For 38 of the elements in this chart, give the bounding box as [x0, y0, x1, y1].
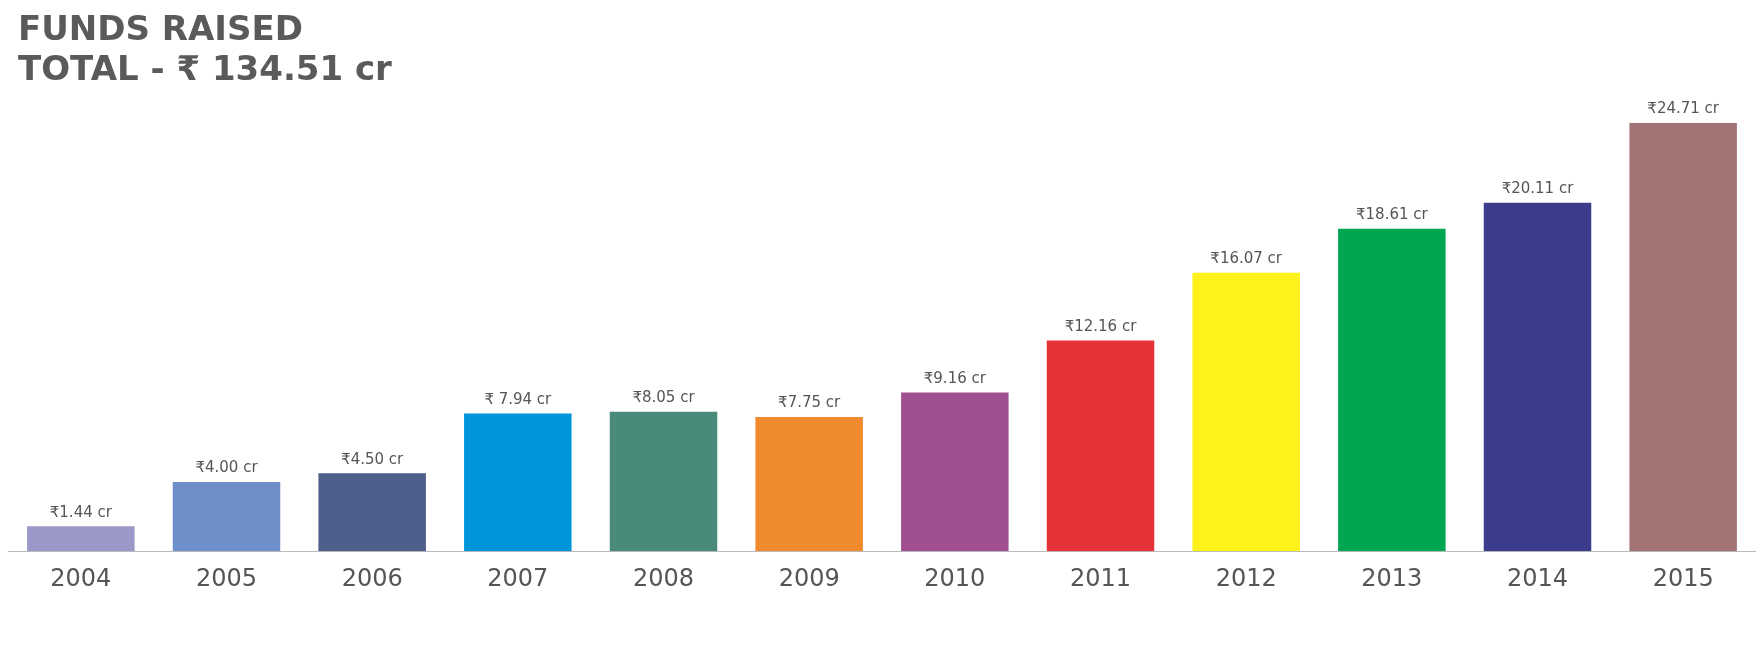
x-tick-label: 2009 [778, 563, 840, 592]
data-label: ₹ 7.94 cr [484, 390, 553, 409]
bar [609, 411, 718, 552]
x-tick-label: 2012 [1215, 563, 1277, 592]
bar [318, 473, 426, 552]
chart-subtitle: TOTAL - ₹ 134.51 cr [17, 48, 393, 88]
data-label: ₹9.16 cr [923, 368, 987, 387]
data-label: ₹16.07 cr [1210, 249, 1283, 268]
data-label: ₹1.44 cr [49, 502, 113, 521]
bar [901, 392, 1009, 552]
data-label: ₹18.61 cr [1356, 205, 1429, 224]
x-tick-label: 2004 [50, 563, 112, 592]
x-tick-label: 2010 [924, 563, 986, 592]
chart-title: FUNDS RAISED [17, 8, 304, 48]
data-label: ₹4.50 cr [341, 449, 405, 468]
data-label: ₹8.05 cr [632, 388, 696, 407]
x-tick-label: 2005 [195, 563, 258, 592]
bar [464, 413, 572, 552]
x-tick-label: 2011 [1069, 563, 1132, 592]
bar [1483, 202, 1592, 552]
bar [27, 526, 135, 552]
data-label: ₹12.16 cr [1064, 316, 1138, 335]
bar [755, 416, 863, 552]
data-label: ₹20.11 cr [1501, 179, 1575, 198]
x-tick-label: 2013 [1361, 563, 1423, 592]
x-tick-label: 2006 [341, 563, 403, 592]
data-label: ₹24.71 cr [1647, 99, 1720, 118]
x-tick-label: 2007 [487, 563, 549, 592]
x-tick-label: 2015 [1652, 563, 1714, 592]
bar [1192, 272, 1300, 552]
bar [1338, 228, 1446, 552]
x-tick-label: 2008 [632, 563, 695, 592]
bar [1046, 340, 1155, 552]
bar [172, 481, 281, 552]
x-tick-label: 2014 [1506, 563, 1569, 592]
bar [1629, 123, 1737, 552]
data-label: ₹4.00 cr [195, 458, 259, 477]
data-label: ₹7.75 cr [778, 393, 842, 412]
